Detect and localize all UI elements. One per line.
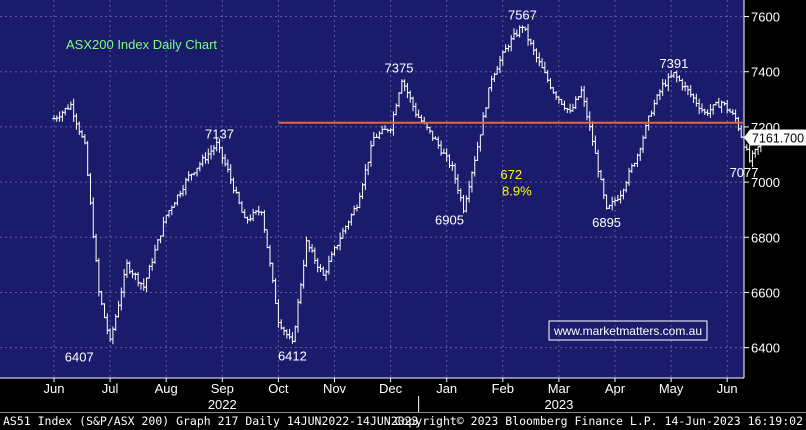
y-tick-label: 7600 (751, 10, 780, 25)
footer-right-text: Copyright© 2023 Bloomberg Finance L.P. 1… (395, 414, 804, 428)
chart-title: ASX200 Index Daily Chart (66, 37, 217, 52)
annotation-label: 6895 (592, 215, 621, 230)
x-tick-label-year: 2022 (208, 397, 237, 412)
x-tick-label-month: Sep (211, 381, 234, 396)
x-tick-label-month: Jun (717, 381, 738, 396)
watermark-box (548, 320, 708, 341)
labels: 6400 6600 6800 7000 7200 7400 7600 Jun Jul Aug Sep… (44, 8, 780, 412)
annotation-label: 7077 (730, 165, 759, 180)
y-tick-label: 6600 (751, 285, 780, 300)
x-tick-label-month: Apr (605, 381, 626, 396)
y-tick-label: 7200 (751, 120, 780, 135)
footer-left-text: AS51 Index (S&P/ASX 200) Graph 217 Daily… (3, 414, 418, 428)
x-tick-label-year: 2023 (544, 397, 573, 412)
y-tick-label: 7400 (751, 65, 780, 80)
y-tick-label: 6800 (751, 230, 780, 245)
annotation-label: 672 (500, 167, 522, 182)
x-tick-label-month: Oct (268, 381, 289, 396)
y-tick-label: 7000 (751, 175, 780, 190)
plot-background (0, 0, 744, 378)
x-tick-label-month: Nov (323, 381, 347, 396)
annotation-label: 6407 (65, 350, 94, 365)
last-price-label: 7161.700 (752, 131, 804, 145)
x-tick-label-month: Aug (155, 381, 178, 396)
annotation-label: 7375 (385, 61, 414, 76)
x-tick-label-month: Jan (436, 381, 457, 396)
grid-lines (0, 0, 749, 412)
x-tick-label-month: May (659, 381, 684, 396)
ohlc-bars (52, 24, 772, 345)
annotation-label: 6412 (278, 348, 307, 363)
y-tick-label: 6400 (751, 341, 780, 356)
annotation-label: 7391 (659, 56, 688, 71)
annotation-label: 8.9% (502, 183, 532, 198)
annotation-label: 7567 (508, 8, 537, 23)
annotation-label: 7137 (205, 126, 234, 141)
x-tick-label-month: Dec (379, 381, 403, 396)
x-tick-label-month: Jul (102, 381, 119, 396)
x-tick-label-month: Feb (492, 381, 514, 396)
last-price-tag (744, 129, 806, 146)
x-tick-label-month: Mar (548, 381, 571, 396)
watermark-text: www.marketmatters.com.au (553, 324, 702, 338)
annotation-label: 6905 (435, 212, 464, 227)
x-tick-label-month: Jun (44, 381, 65, 396)
overlays: 7161.700 (278, 121, 806, 146)
